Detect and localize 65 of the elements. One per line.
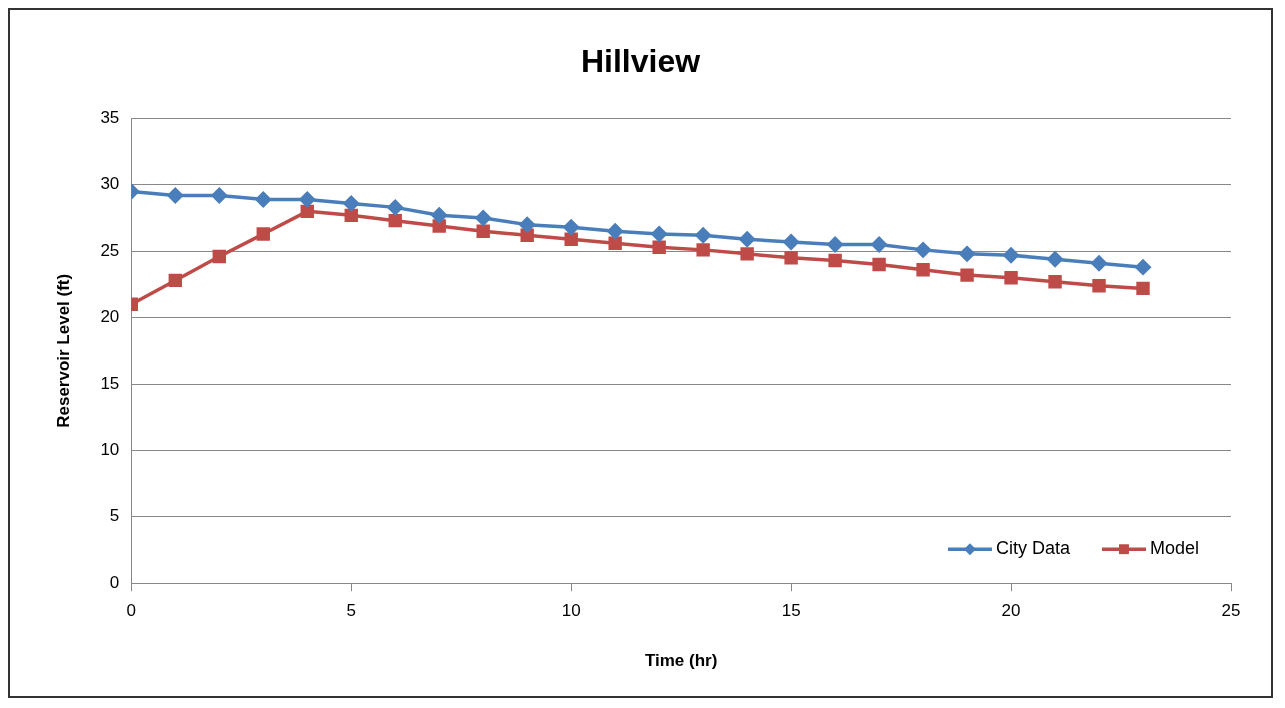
point xyxy=(1003,247,1019,263)
point xyxy=(563,219,579,236)
chart-title: Hillview xyxy=(580,43,701,80)
point xyxy=(299,191,316,208)
point xyxy=(300,204,314,219)
point xyxy=(784,251,798,265)
point xyxy=(1048,275,1062,289)
point xyxy=(519,216,535,233)
y-tick-label: 25 xyxy=(100,240,120,260)
y-tick-label: 20 xyxy=(100,307,120,327)
y-tick-label: 10 xyxy=(100,440,120,460)
point xyxy=(915,242,931,258)
point xyxy=(211,187,228,204)
point xyxy=(607,223,623,240)
point xyxy=(960,268,974,282)
point xyxy=(1136,281,1150,296)
point xyxy=(696,243,710,257)
point xyxy=(739,231,755,247)
point xyxy=(387,199,403,216)
x-tick-label: 20 xyxy=(1001,601,1021,621)
y-tick-label: 35 xyxy=(100,108,120,128)
point xyxy=(168,273,182,288)
point xyxy=(1091,255,1107,271)
x-tick-label: 15 xyxy=(781,601,801,621)
point xyxy=(344,208,358,223)
x-tick-label: 0 xyxy=(126,601,137,621)
point xyxy=(475,210,491,226)
point xyxy=(740,247,754,261)
point xyxy=(343,195,359,212)
point xyxy=(1135,259,1151,275)
point xyxy=(167,187,184,204)
point xyxy=(1004,271,1018,285)
point xyxy=(783,234,799,250)
y-axis-title: Reservoir Level (ft) xyxy=(53,273,73,428)
y-tick-label: 0 xyxy=(109,572,120,592)
point xyxy=(959,246,975,262)
point xyxy=(255,191,272,208)
x-tick-label: 10 xyxy=(561,601,581,621)
point xyxy=(212,249,226,264)
point xyxy=(652,240,666,254)
point xyxy=(388,213,402,228)
point xyxy=(431,207,447,224)
y-tick-label: 5 xyxy=(109,506,120,526)
point xyxy=(256,227,270,241)
point xyxy=(520,228,534,242)
point xyxy=(651,226,667,242)
x-tick-label: 5 xyxy=(346,601,356,621)
point xyxy=(608,236,622,250)
point xyxy=(564,232,578,246)
point xyxy=(476,224,490,238)
y-tick-label: 30 xyxy=(100,174,120,194)
point xyxy=(695,227,711,244)
y-tick-label: 15 xyxy=(100,373,120,393)
point xyxy=(871,236,887,253)
point xyxy=(872,257,886,272)
point xyxy=(1047,251,1063,267)
legend-label: Model xyxy=(1149,538,1200,559)
point xyxy=(916,263,930,277)
point xyxy=(1092,279,1106,293)
x-tick-label: 25 xyxy=(1221,601,1241,621)
point xyxy=(828,253,842,268)
legend-label: City Data xyxy=(995,538,1071,559)
point xyxy=(432,219,446,233)
point xyxy=(827,236,843,253)
x-axis-title: Time (hr) xyxy=(644,651,718,671)
